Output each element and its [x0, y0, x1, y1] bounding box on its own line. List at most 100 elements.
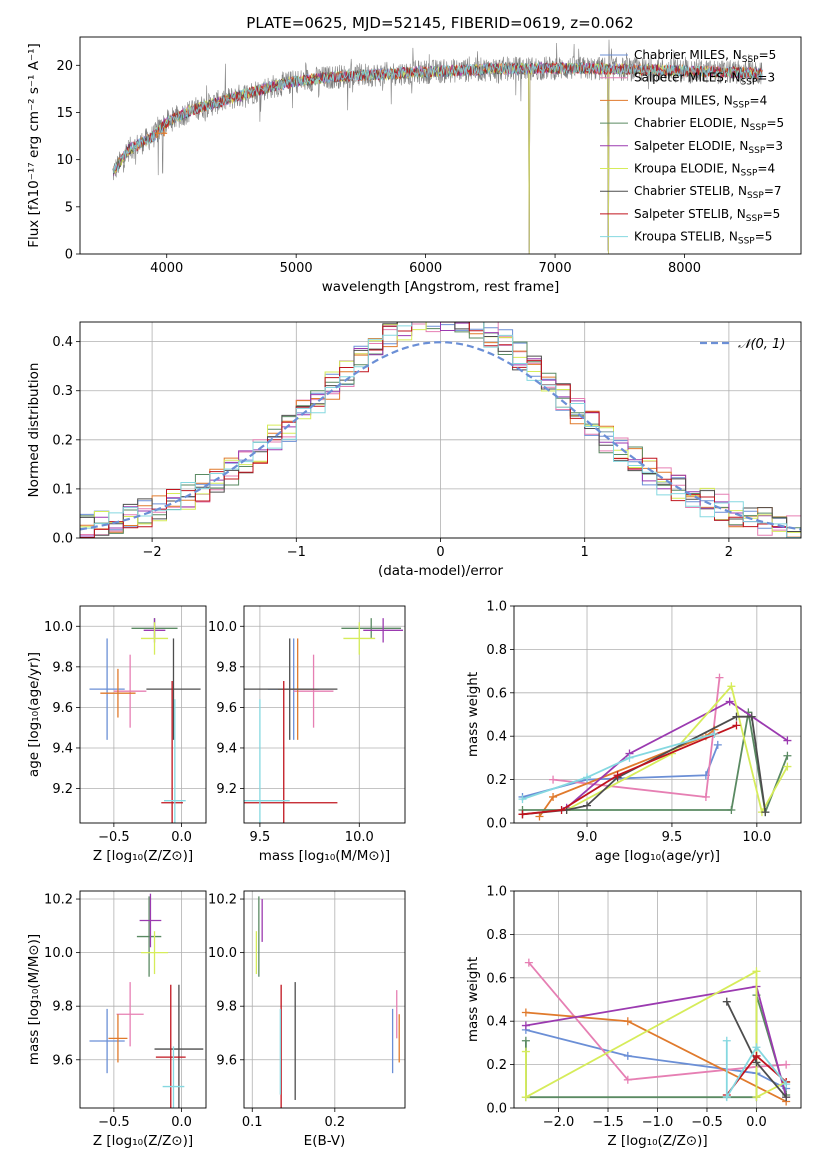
x-tick-label: 0.2 [324, 1115, 345, 1130]
legend-entry: Salpeter ELODIE, NSSP=3 [634, 139, 783, 156]
legend-nssp-eq: = [750, 93, 760, 107]
legend-nssp-value: 5 [777, 116, 785, 130]
y-tick-label: 0.2 [52, 433, 73, 448]
y-tick-label: 20 [56, 59, 73, 74]
weight-vs-age-panel: 9.0 9.5 10.0 0.0 0.2 0.4 0.6 0.8 1.0 age [log₁₀(a… [465, 600, 802, 864]
mass-weight-marker [713, 740, 722, 749]
y-tick-label: 9.8 [216, 1000, 237, 1015]
y-tick-label: 0 [65, 248, 73, 263]
plot-frame [79, 321, 802, 539]
legend-model-name: Chabrier MILES [634, 48, 725, 62]
x-tick-label: 7000 [539, 261, 572, 276]
mass-weight-marker [623, 1075, 632, 1084]
y-tick-label: 10 [56, 153, 73, 168]
x-tick-label: 10.0 [345, 830, 374, 845]
legend-nssp-value: 4 [767, 162, 775, 176]
mass-weight-marker [583, 801, 592, 810]
mass-weight-marker [752, 967, 761, 976]
model-spectrum-line [113, 62, 763, 254]
legend-nssp-value: 7 [774, 184, 782, 198]
mass-weight-marker [783, 751, 792, 760]
legend-nssp-prefix: , N [730, 184, 747, 198]
legend-nssp-subscript: SSP [742, 55, 759, 65]
y-tick-label: 0.8 [486, 928, 507, 943]
mass-weight-marker [521, 1008, 530, 1017]
model-spectrum-line [113, 62, 763, 254]
mass-weight-line [725, 1040, 787, 1101]
mass-weight-marker [521, 1047, 530, 1056]
legend-entry: Chabrier STELIB, NSSP=7 [634, 184, 782, 201]
mass-weight-marker [710, 730, 719, 739]
legend-model-name: Salpeter STELIB [634, 207, 729, 221]
legend-entry: 𝒩(0, 1) [738, 337, 785, 352]
mass-weight-marker [623, 1017, 632, 1026]
legend-nssp-prefix: , N [724, 162, 741, 176]
legend-nssp-subscript: SSP [741, 169, 758, 179]
y-tick-label: 10.0 [208, 946, 237, 961]
mass-weight-marker [725, 697, 734, 706]
legend-nssp-value: 5 [765, 230, 773, 244]
plot-frame [513, 890, 802, 1109]
x-tick-label: 0.0 [746, 1115, 767, 1130]
age-vs-metallicity-panel: −0.5 0.0 9.2 9.4 9.6 9.8 10.0 Z [log₁₀(Z/Z⊙)] ag… [26, 605, 207, 864]
legend-nssp-value: 3 [767, 71, 775, 85]
x-axis-label: wavelength [Angstrom, rest frame] [322, 279, 560, 295]
y-tick-label: 9.2 [216, 782, 237, 797]
x-tick-label: −2.0 [543, 1115, 575, 1130]
mass-weight-line [525, 969, 787, 1099]
plot-frame [79, 890, 207, 1109]
legend-nssp-value: 3 [775, 139, 783, 153]
residual-histogram-step [80, 322, 801, 538]
mass-weight-line [522, 715, 767, 816]
mass-weight-marker [521, 1036, 530, 1045]
legend-nssp-prefix: , N [733, 116, 750, 130]
legend-nssp-subscript: SSP [738, 237, 755, 247]
y-tick-label: 0.2 [486, 773, 507, 788]
y-tick-label: 5 [65, 200, 73, 215]
legend-nssp-value: 5 [769, 48, 777, 62]
mass-weight-marker [752, 1051, 761, 1060]
legend-entry: Kroupa MILES, NSSP=4 [634, 93, 767, 110]
legend-nssp-eq: = [757, 162, 767, 176]
legend-model-name: Salpeter MILES [634, 71, 724, 85]
y-tick-label: 9.2 [52, 782, 73, 797]
x-tick-label: 1 [581, 545, 589, 560]
mass-weight-marker [752, 1043, 761, 1052]
x-tick-label: −0.5 [691, 1115, 723, 1130]
mass-weight-marker [715, 673, 724, 682]
model-spectrum-line [113, 62, 763, 254]
x-tick-label: 4000 [150, 261, 183, 276]
x-tick-label: 0.1 [242, 1115, 263, 1130]
legend-entry: Salpeter STELIB, NSSP=5 [634, 207, 780, 224]
mass-weight-marker [623, 1051, 632, 1060]
legend-nssp-eq: = [765, 139, 775, 153]
x-tick-label: −1.5 [592, 1115, 624, 1130]
x-axis-label: Z [log₁₀(Z/Z⊙)] [93, 1133, 193, 1149]
x-tick-label: −2 [143, 545, 162, 560]
legend-nssp-eq: = [757, 71, 767, 85]
x-tick-label: 0.0 [171, 1115, 192, 1130]
mass-weight-marker [521, 1093, 530, 1102]
x-axis-label: mass [log₁₀(M/M⊙)] [259, 848, 390, 864]
y-tick-label: 0.8 [486, 643, 507, 658]
mass-weight-marker [782, 1080, 791, 1089]
y-tick-label: 9.6 [52, 1053, 73, 1068]
x-axis-label: age [log₁₀(age/yr)] [595, 848, 720, 864]
y-tick-label: 9.8 [52, 660, 73, 675]
model-marker [154, 130, 161, 137]
y-axis-label: age [log₁₀(age/yr)] [26, 652, 42, 777]
legend-entry: Kroupa STELIB, NSSP=5 [634, 230, 772, 247]
mass-vs-ebv-panel: 0.1 0.2 9.6 9.8 10.0 10.2 E(B-V) [208, 890, 406, 1149]
residual-histogram-step [80, 322, 801, 533]
legend-nssp-eq: = [755, 230, 765, 244]
y-tick-label: 9.8 [52, 1000, 73, 1015]
x-tick-label: 0.0 [171, 830, 192, 845]
legend-nssp-prefix: , N [729, 207, 746, 221]
legend-nssp-prefix: , N [724, 71, 741, 85]
x-tick-label: 5000 [280, 261, 313, 276]
mass-weight-marker [782, 1093, 791, 1102]
residual-histogram-step [80, 322, 801, 536]
x-tick-label: −0.5 [98, 830, 130, 845]
legend-nssp-eq: = [766, 116, 776, 130]
y-tick-label: 9.8 [216, 660, 237, 675]
